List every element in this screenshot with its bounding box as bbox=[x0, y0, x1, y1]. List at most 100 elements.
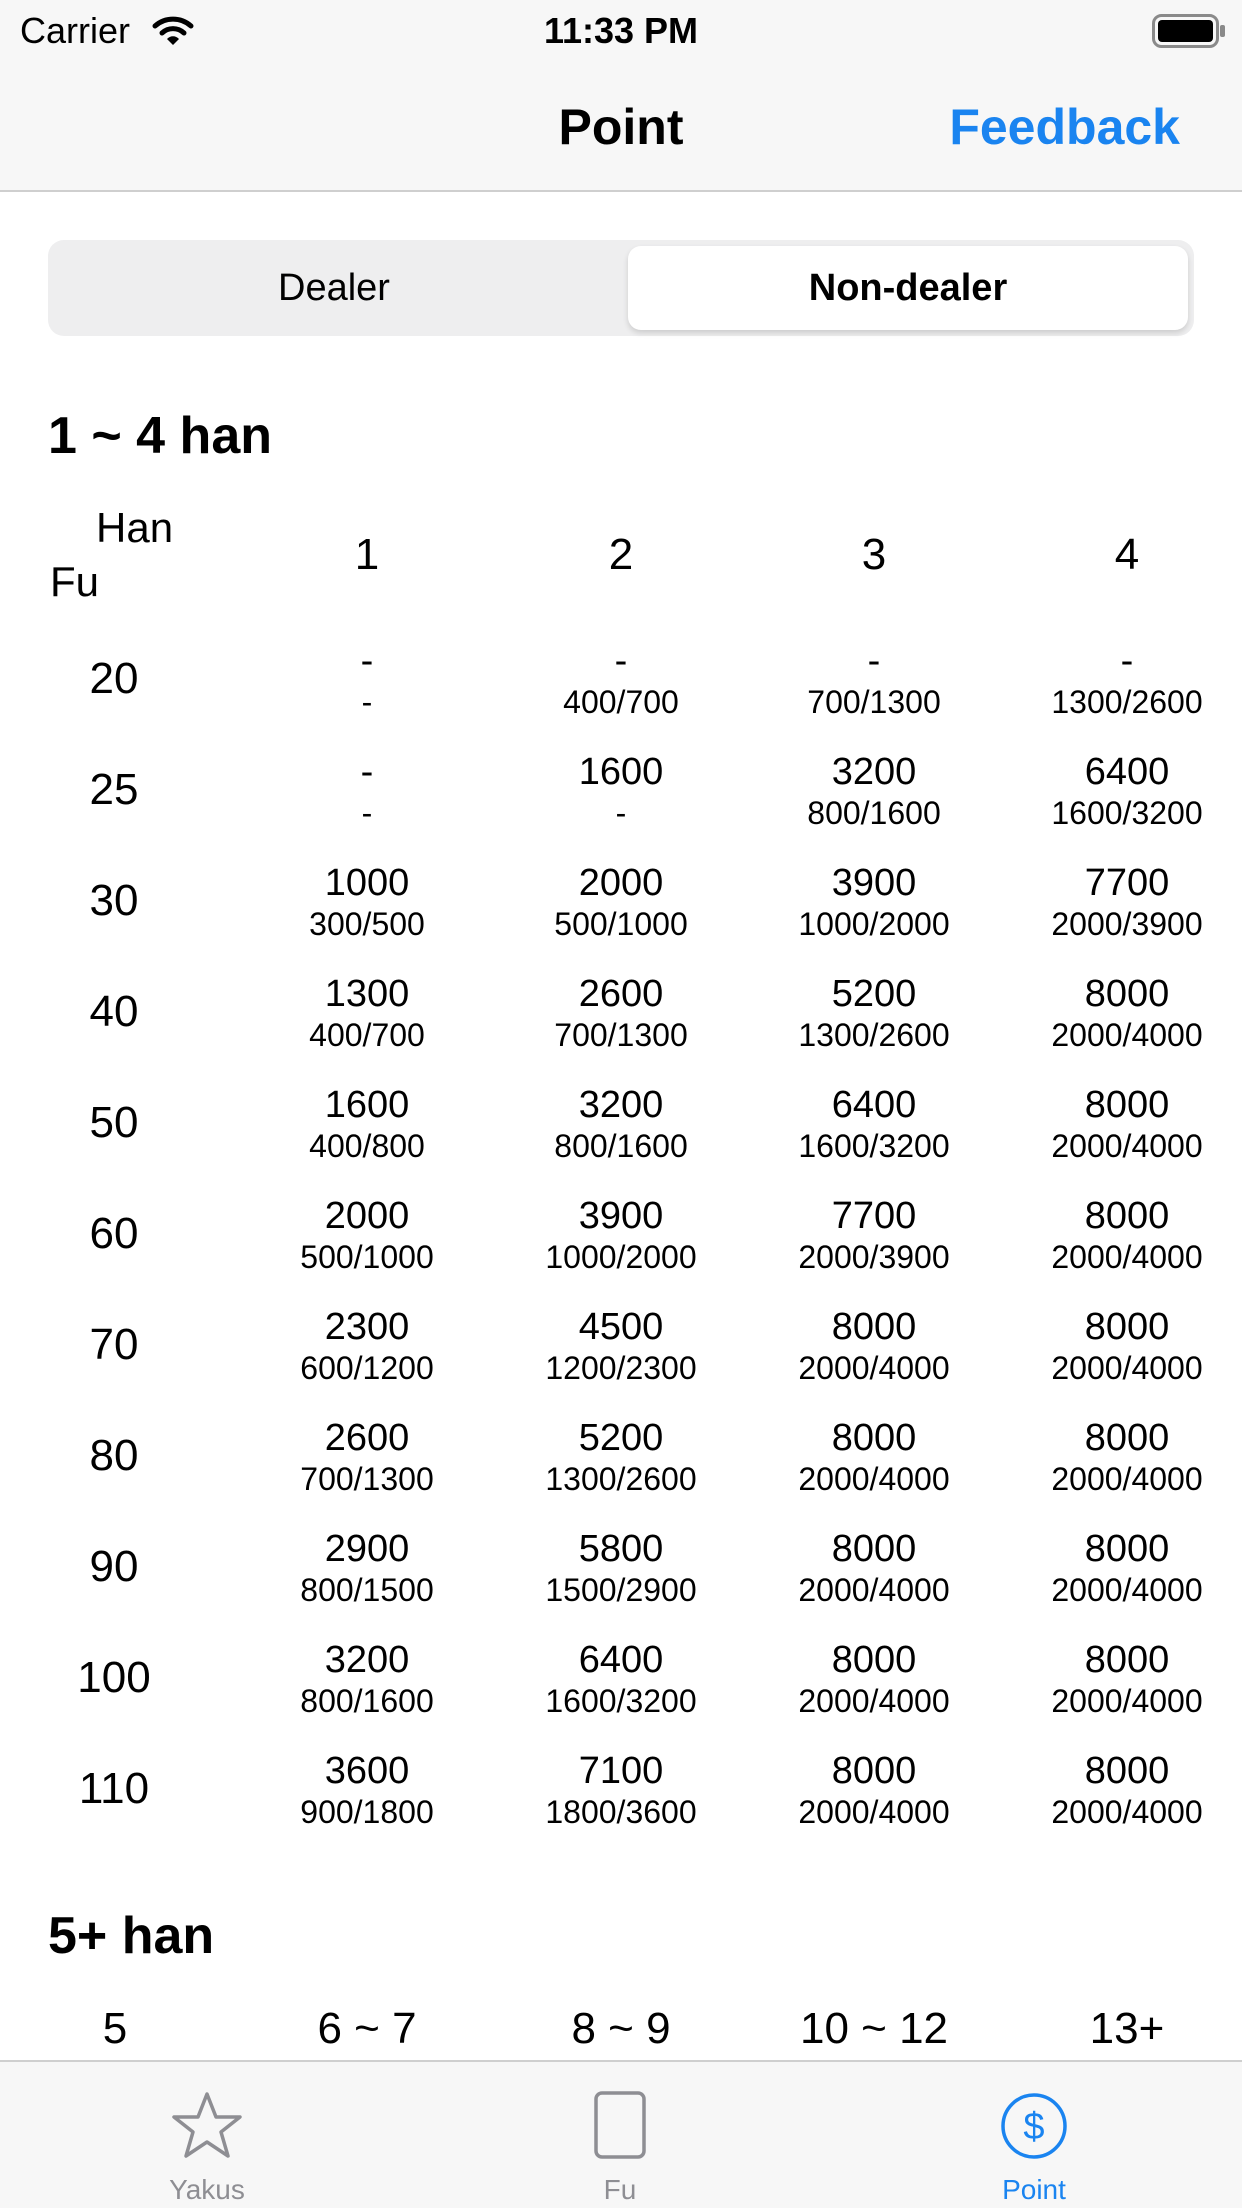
corner-han-label: Han bbox=[96, 504, 174, 551]
dealer-segmented-control: Dealer Non-dealer bbox=[48, 240, 1194, 336]
score-cell: 1300 400/700 bbox=[247, 973, 487, 1055]
score-cell: 8000 2000/4000 bbox=[754, 1417, 994, 1499]
score-cell: 8000 2000/4000 bbox=[1007, 1750, 1242, 1832]
fu-row-label: 50 bbox=[89, 1098, 139, 1147]
fu-row-label: 40 bbox=[89, 987, 139, 1036]
tsumo-points: 500/1000 bbox=[554, 906, 688, 942]
fu-row-label: 110 bbox=[78, 1764, 150, 1813]
score-cell: 2000 500/1000 bbox=[247, 1195, 487, 1277]
ron-points: 4500 bbox=[578, 1306, 664, 1348]
tsumo-points: 2000/4000 bbox=[1051, 1461, 1203, 1497]
tsumo-points: 800/1600 bbox=[554, 1128, 688, 1164]
score-cell: 8000 2000/4000 bbox=[1007, 1417, 1242, 1499]
score-cell: 1600- bbox=[501, 751, 741, 833]
score-cell: 8000 2000/4000 bbox=[1007, 1195, 1242, 1277]
status-bar: Carrier 11:33 PM bbox=[0, 0, 1242, 60]
ron-points: 3200 bbox=[831, 751, 917, 793]
score-cell: 4500 1200/2300 bbox=[501, 1306, 741, 1388]
segment-non-dealer[interactable]: Non-dealer bbox=[628, 246, 1188, 330]
tsumo-points: 2000/4000 bbox=[1051, 1572, 1203, 1608]
tsumo-points: - bbox=[615, 795, 627, 831]
ron-points: - bbox=[1120, 640, 1134, 682]
tsumo-points: 2000/4000 bbox=[1051, 1683, 1203, 1719]
tsumo-points: 500/1000 bbox=[300, 1239, 434, 1275]
tab-yakus[interactable]: Yakus bbox=[107, 2062, 307, 2208]
score-cell: 2300 600/1200 bbox=[247, 1306, 487, 1388]
tsumo-points: 1600/3200 bbox=[798, 1128, 950, 1164]
section-title-high-han: 5+ han bbox=[48, 1907, 215, 1965]
tsumo-points: 600/1200 bbox=[300, 1350, 434, 1386]
segment-dealer[interactable]: Dealer bbox=[278, 267, 390, 309]
score-cell: 3200 800/1600 bbox=[247, 1639, 487, 1721]
score-cell: 2600 700/1300 bbox=[247, 1417, 487, 1499]
tsumo-points: 1200/2300 bbox=[545, 1350, 697, 1386]
status-time: 11:33 PM bbox=[543, 10, 699, 51]
ron-points: 3200 bbox=[578, 1084, 664, 1126]
ron-points: 6400 bbox=[578, 1639, 664, 1681]
score-cell: -400/700 bbox=[501, 640, 741, 722]
tsumo-points: 1300/2600 bbox=[1051, 684, 1203, 720]
ron-points: 5200 bbox=[578, 1417, 664, 1459]
svg-text:$: $ bbox=[1023, 2106, 1044, 2148]
ron-points: 8000 bbox=[831, 1528, 917, 1570]
score-cell: 8000 2000/4000 bbox=[754, 1306, 994, 1388]
corner-fu-label: Fu bbox=[50, 558, 100, 605]
score-cell: 3200 800/1600 bbox=[501, 1084, 741, 1166]
ron-points: 1000 bbox=[324, 862, 410, 904]
ron-points: 5800 bbox=[578, 1528, 664, 1570]
tab-fu-label: Fu bbox=[603, 2174, 637, 2205]
score-cell: 5800 1500/2900 bbox=[501, 1528, 741, 1610]
ron-points: 8000 bbox=[1084, 1639, 1170, 1681]
tsumo-points: 2000/4000 bbox=[798, 1461, 950, 1497]
limit-han-header: 13+ bbox=[1089, 2004, 1165, 2053]
ron-points: 2000 bbox=[324, 1195, 410, 1237]
ron-points: 6400 bbox=[1084, 751, 1170, 793]
tsumo-points: 800/1600 bbox=[807, 795, 941, 831]
score-cell: 3900 1000/2000 bbox=[501, 1195, 741, 1277]
section-title-low-han: 1 ~ 4 han bbox=[48, 407, 272, 465]
ron-points: 8000 bbox=[1084, 1750, 1170, 1792]
score-cell: 7700 2000/3900 bbox=[754, 1195, 994, 1277]
fu-row-label: 70 bbox=[89, 1320, 139, 1369]
tsumo-points: 2000/4000 bbox=[1051, 1239, 1203, 1275]
tsumo-points: 2000/4000 bbox=[1051, 1350, 1203, 1386]
ron-points: 7700 bbox=[831, 1195, 917, 1237]
ron-points: 8000 bbox=[1084, 1417, 1170, 1459]
fu-row-label: 30 bbox=[89, 876, 139, 925]
ron-points: 2900 bbox=[324, 1528, 410, 1570]
ron-points: 6400 bbox=[831, 1084, 917, 1126]
score-cell: 8000 2000/4000 bbox=[1007, 1528, 1242, 1610]
ron-points: 1600 bbox=[578, 751, 664, 793]
tsumo-points: 800/1500 bbox=[300, 1572, 434, 1608]
score-cell: 8000 2000/4000 bbox=[1007, 1639, 1242, 1721]
tsumo-points: 2000/3900 bbox=[1051, 906, 1203, 942]
tsumo-points: 300/500 bbox=[309, 906, 425, 942]
ron-points: 8000 bbox=[831, 1306, 917, 1348]
ron-points: 2600 bbox=[578, 973, 664, 1015]
tab-point[interactable]: $ Point bbox=[934, 2062, 1134, 2208]
tsumo-points: 700/1300 bbox=[554, 1017, 688, 1053]
ron-points: - bbox=[867, 640, 881, 682]
feedback-button[interactable]: Feedback bbox=[949, 99, 1180, 155]
tab-yakus-label: Yakus bbox=[169, 2174, 245, 2205]
score-cell: -- bbox=[247, 640, 487, 722]
tsumo-points: 400/800 bbox=[309, 1128, 425, 1164]
ron-points: 3900 bbox=[578, 1195, 664, 1237]
tsumo-points: 2000/4000 bbox=[1051, 1128, 1203, 1164]
score-cell: 3900 1000/2000 bbox=[754, 862, 994, 944]
ron-points: 5200 bbox=[831, 973, 917, 1015]
limit-han-header: 5 bbox=[102, 2004, 128, 2053]
score-cell: 6400 1600/3200 bbox=[754, 1084, 994, 1166]
tab-fu[interactable]: Fu bbox=[520, 2062, 720, 2208]
tsumo-points: 1800/3600 bbox=[545, 1794, 697, 1830]
star-icon bbox=[172, 2092, 242, 2158]
score-cell: 2900 800/1500 bbox=[247, 1528, 487, 1610]
tsumo-points: - bbox=[361, 684, 373, 720]
tsumo-points: 400/700 bbox=[309, 1017, 425, 1053]
tsumo-points: 2000/3900 bbox=[798, 1239, 950, 1275]
ron-points: 7700 bbox=[1084, 862, 1170, 904]
ron-points: 3600 bbox=[324, 1750, 410, 1792]
fu-row-label: 20 bbox=[89, 654, 139, 703]
tab-point-label: Point bbox=[1002, 2174, 1066, 2205]
score-cell: 1600 400/800 bbox=[247, 1084, 487, 1166]
